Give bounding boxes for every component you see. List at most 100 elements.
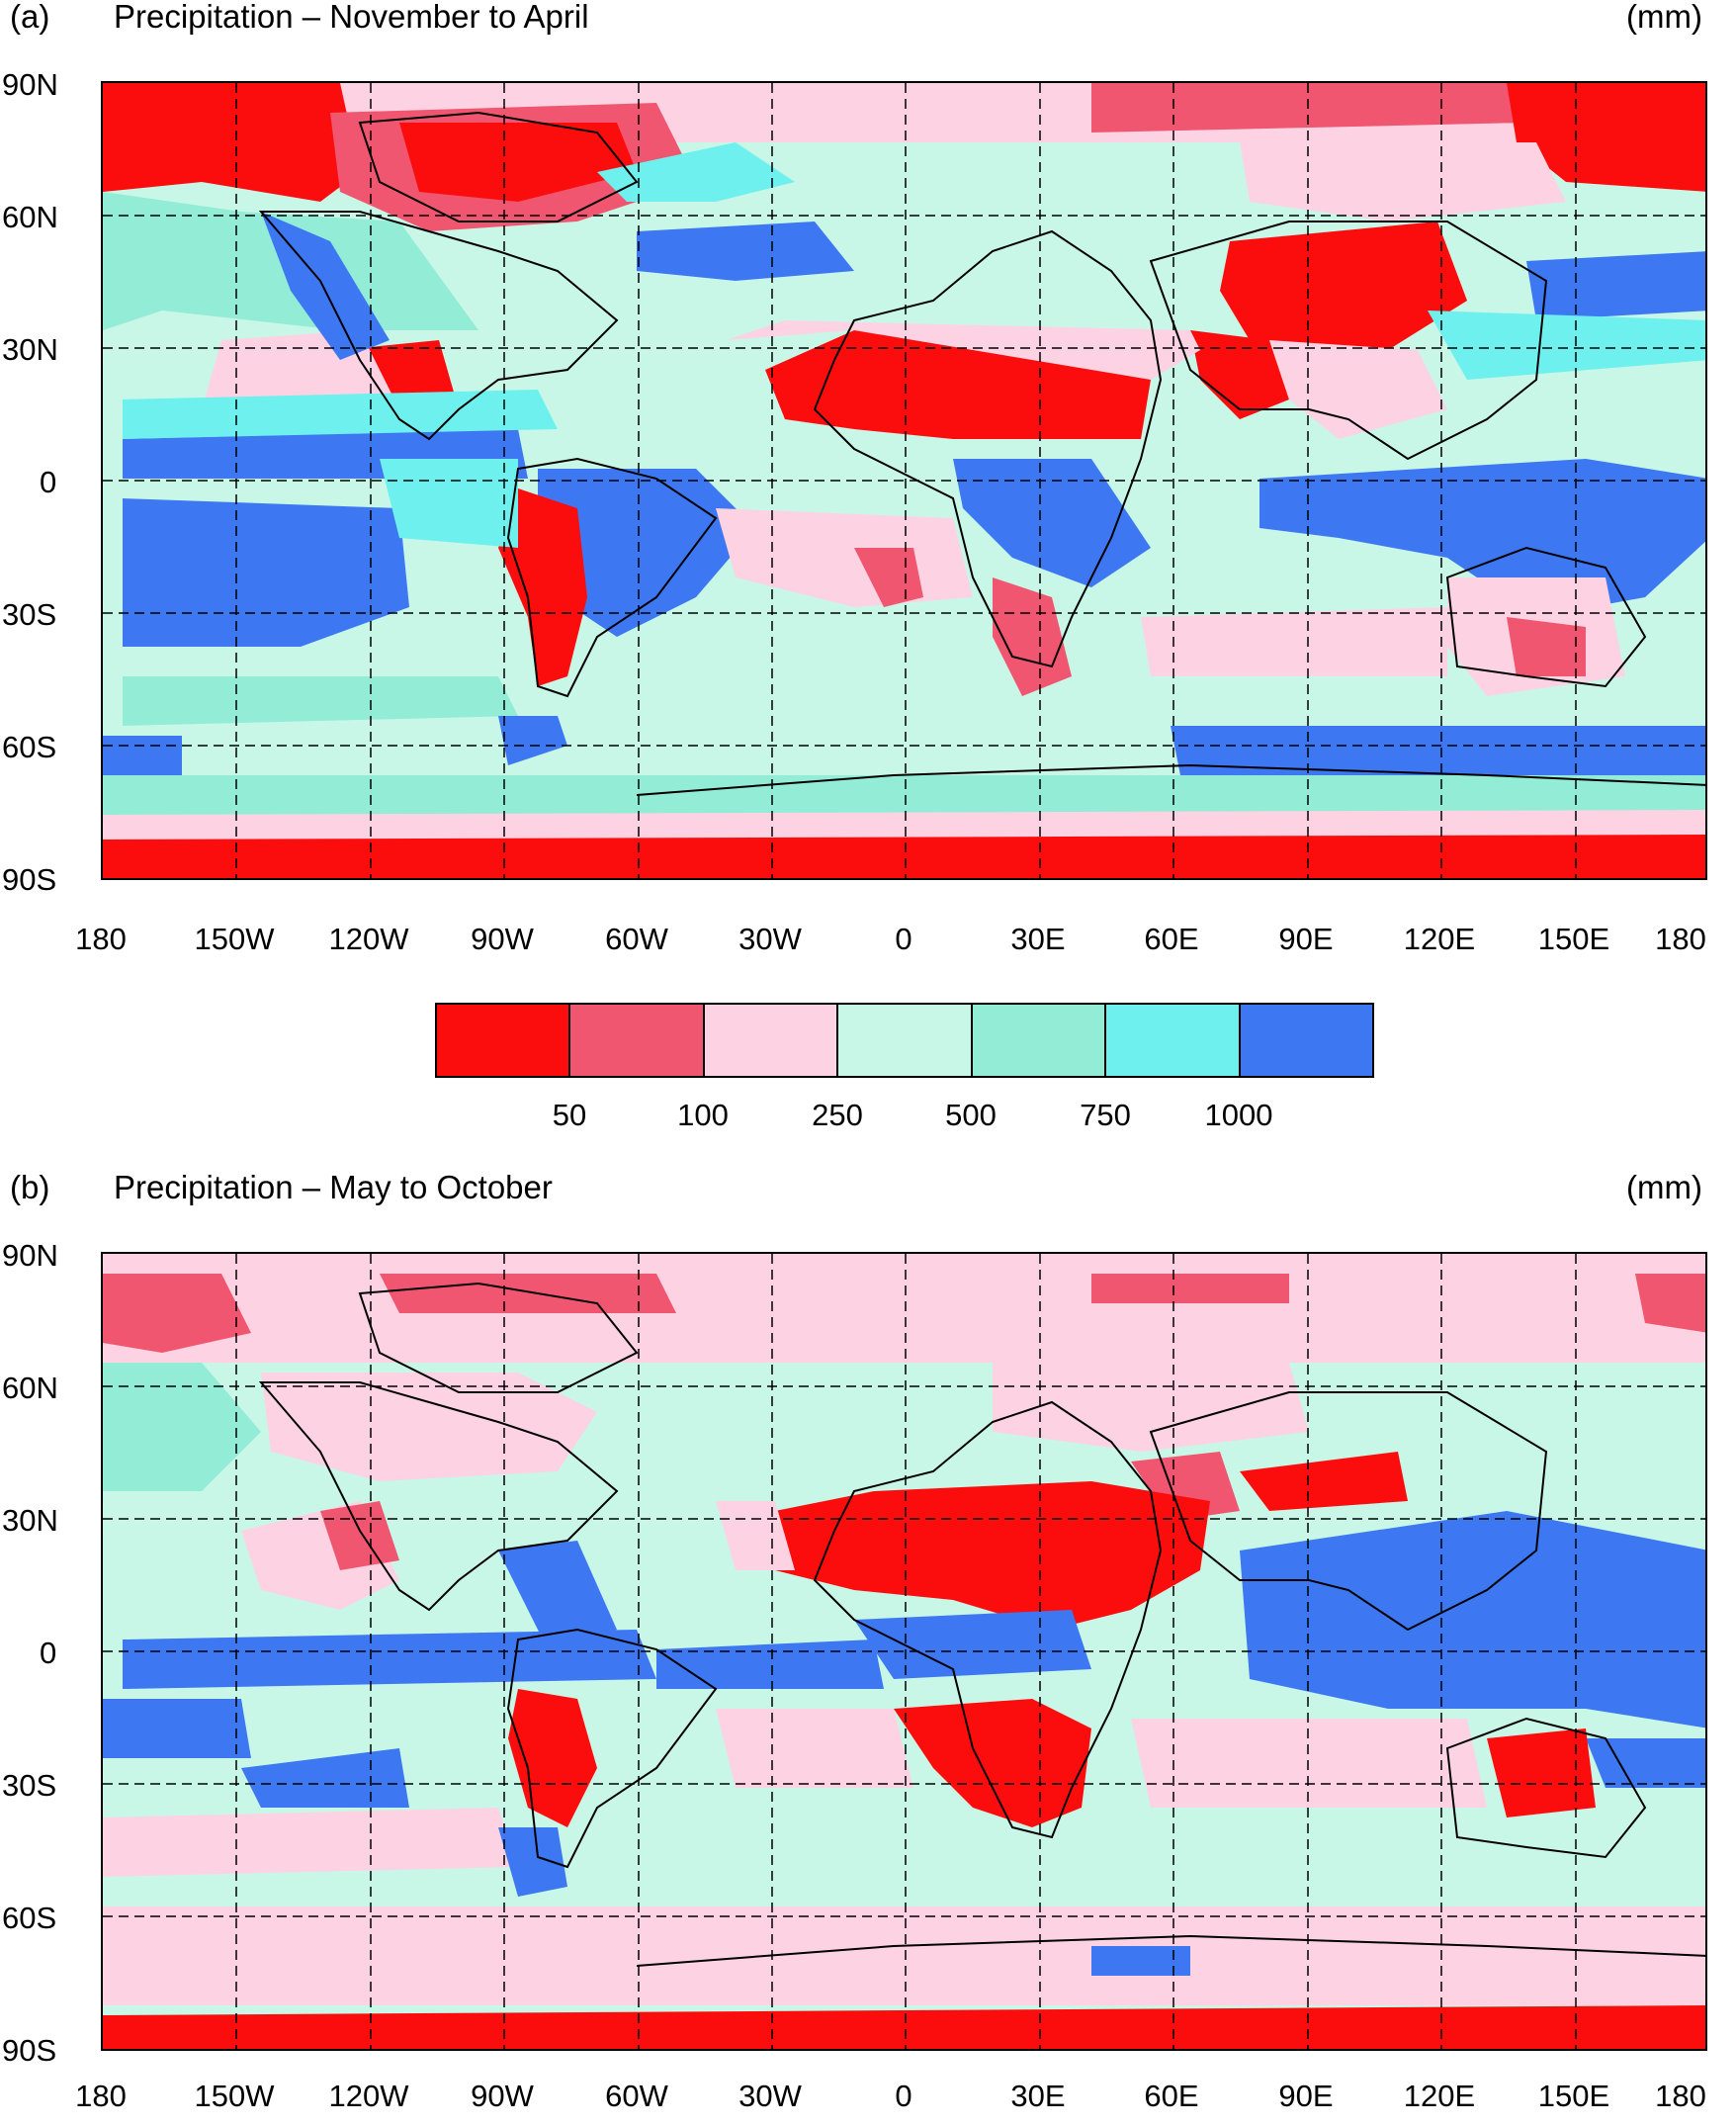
colorbar-label: 500 — [945, 1098, 997, 1132]
lon-tick: 120W — [328, 2079, 409, 2113]
wet-region — [380, 459, 518, 548]
dry-region — [380, 1274, 676, 1313]
very-wet-region — [123, 1630, 656, 1689]
lon-tick: 30W — [738, 922, 802, 956]
lon-tick: 90W — [471, 922, 534, 956]
lon-tick: 180 — [75, 922, 127, 956]
lat-tick: 30N — [2, 332, 58, 367]
colorbar-label: 750 — [1080, 1098, 1131, 1132]
dry-region — [1507, 617, 1586, 676]
dry-region — [1131, 1452, 1240, 1521]
moderate-region — [993, 1363, 1309, 1452]
moderate-region — [1141, 607, 1447, 676]
dry-region — [1091, 1274, 1289, 1303]
very-wet-region — [103, 736, 182, 775]
moderate-region — [726, 320, 1200, 380]
moderate-region — [1240, 142, 1566, 222]
lon-tick: 120E — [1403, 922, 1476, 956]
lat-tick: 0 — [40, 1636, 57, 1670]
coastlines — [258, 1282, 1705, 1967]
lon-tick: 90W — [471, 2079, 534, 2113]
lat-tick: 30S — [2, 1768, 57, 1803]
very-wet-region — [1240, 1511, 1705, 1728]
lon-tick: 180 — [1655, 2079, 1706, 2113]
lon-tick: 60W — [605, 922, 668, 956]
panel-label: (b) — [10, 1169, 50, 1205]
lon-tick: 60E — [1144, 2079, 1199, 2113]
lon-tick: 60W — [605, 2079, 668, 2113]
colorbar-swatch — [972, 1005, 1107, 1076]
dry-region — [103, 835, 1705, 878]
map-canvas — [103, 1254, 1705, 2049]
wet-region — [597, 142, 795, 202]
dry-region — [1220, 222, 1467, 350]
colorbar-swatch — [704, 1005, 839, 1076]
very-wet-region — [1171, 726, 1705, 775]
lon-tick: 90E — [1278, 922, 1334, 956]
lon-tick: 30E — [1010, 922, 1066, 956]
lat-tick: 90S — [2, 862, 57, 897]
very-wet-region — [123, 498, 409, 647]
lon-tick: 150W — [194, 2079, 275, 2113]
arctic-band — [103, 1254, 1705, 1363]
dry-region — [103, 1274, 251, 1353]
graticule — [103, 1254, 1705, 2049]
lat-tick: 60N — [2, 200, 58, 234]
lon-tick: 60E — [1144, 922, 1199, 956]
colorbar-swatch — [437, 1005, 571, 1076]
colorbar — [435, 1003, 1374, 1078]
colorbar-label: 100 — [677, 1098, 729, 1132]
lat-tick: 60N — [2, 1371, 58, 1405]
lat-tick: 90N — [2, 67, 58, 102]
colorbar-swatch — [570, 1005, 705, 1076]
lon-tick: 0 — [895, 922, 912, 956]
lon-tick: 30W — [738, 2079, 802, 2113]
dry-region — [1635, 1274, 1705, 1333]
precipitation-map — [101, 1252, 1707, 2051]
moderate-region — [716, 1709, 913, 1788]
precipitation-map — [101, 81, 1707, 880]
dry-region — [1190, 330, 1289, 419]
very-wet-region — [498, 716, 567, 765]
panel-title: Precipitation – May to October — [114, 1169, 553, 1205]
dry-region — [894, 1699, 1091, 1827]
dry-region — [103, 83, 360, 202]
very-wet-region — [1586, 1738, 1705, 1788]
very-wet-region — [498, 1541, 617, 1649]
lon-tick: 0 — [895, 2079, 912, 2113]
lat-tick: 30N — [2, 1503, 58, 1538]
very-wet-region — [637, 222, 854, 281]
lon-tick: 180 — [75, 2079, 127, 2113]
lat-tick: 30S — [2, 597, 57, 632]
panel-a: (a) Precipitation – November to April (m… — [2, 0, 1707, 1130]
lon-tick: 150E — [1537, 2079, 1610, 2113]
unit-label: (mm) — [1626, 0, 1702, 35]
dry-region — [1507, 83, 1705, 192]
moderate-region — [1131, 1719, 1487, 1808]
colorbar-label: 1000 — [1204, 1098, 1273, 1132]
wet-region — [1428, 310, 1705, 380]
very-wet-region — [1526, 251, 1705, 320]
unit-label: (mm) — [1626, 1169, 1702, 1205]
lon-tick: 120E — [1403, 2079, 1476, 2113]
wet-region — [123, 676, 518, 726]
lat-tick: 90S — [2, 2033, 57, 2068]
map-canvas — [103, 83, 1705, 878]
colorbar-label: 250 — [812, 1098, 863, 1132]
very-wet-region — [538, 469, 755, 637]
lat-tick: 90N — [2, 1238, 58, 1273]
lat-tick: 60S — [2, 730, 57, 764]
dry-region — [1091, 83, 1526, 133]
lon-tick: 120W — [328, 922, 409, 956]
wet-region — [103, 1363, 261, 1491]
coastlines — [258, 111, 1705, 796]
panel-title: Precipitation – November to April — [114, 0, 589, 35]
lat-tick: 0 — [40, 465, 57, 499]
panel-label: (a) — [10, 0, 50, 35]
lon-tick: 90E — [1278, 2079, 1334, 2113]
colorbar-swatch — [1106, 1005, 1241, 1076]
moderate-region — [103, 1808, 518, 1877]
moderate-region — [1269, 340, 1447, 439]
moderate-region — [103, 1906, 1705, 2005]
very-wet-region — [854, 1610, 1091, 1679]
